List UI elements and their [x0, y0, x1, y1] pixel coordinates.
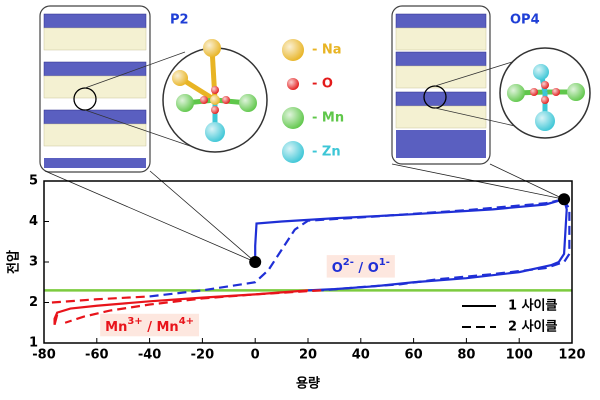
annotation-part: / Mn [143, 319, 179, 334]
legend-label: 1 사이클 [508, 298, 557, 314]
series-line [51, 295, 150, 304]
annotation-part: 3+ [127, 316, 142, 327]
atom-shine [210, 95, 220, 105]
interlayer [395, 65, 487, 89]
atom-shine [176, 94, 194, 112]
structure-illustration: P2 OP4 - Na - O - Mn - Zn [39, 5, 591, 173]
marker-point [249, 256, 262, 268]
zoom-line [434, 61, 513, 87]
atom-label: - Mn [312, 111, 344, 126]
marker-point [558, 193, 571, 206]
y-axis-label: 전압 [6, 250, 22, 274]
annotation: O2- / O1- [332, 257, 390, 276]
legend-label: 2 사이클 [508, 319, 557, 335]
atom-shine [530, 88, 538, 96]
annotation-part: Mn [105, 319, 127, 334]
annotation-part: / O [354, 261, 379, 276]
atom-shine [552, 88, 560, 96]
y-tick-label: 5 [29, 174, 38, 189]
x-tick-label: 40 [352, 348, 370, 363]
x-tick-label: -60 [85, 348, 109, 363]
series-line [254, 197, 568, 292]
octahedra-layer [43, 61, 147, 77]
atom-shine [535, 111, 555, 131]
atom-shine [211, 86, 219, 94]
atom-label: - Zn [312, 145, 341, 160]
x-tick-label: 0 [251, 348, 260, 363]
atom-shine [205, 122, 225, 142]
interlayer [43, 27, 147, 51]
p2-label: P2 [170, 13, 189, 28]
interlayer [43, 123, 147, 147]
atom-shine [200, 96, 208, 104]
interlayer [395, 27, 487, 51]
atom-label: - Na [312, 43, 342, 58]
atom-shine [239, 94, 257, 112]
zoom-line [84, 51, 186, 89]
zoom-line [84, 109, 191, 147]
atom-shine [222, 96, 230, 104]
y-tick-label: 2 [29, 295, 38, 310]
x-tick-label: 100 [506, 348, 533, 363]
annotation-part: 1- [379, 257, 390, 268]
octahedra-layer [396, 130, 486, 158]
octahedra-layer [44, 158, 146, 168]
atom-shine [282, 39, 304, 61]
y-tick-label: 3 [29, 255, 38, 270]
series-line [149, 198, 565, 298]
x-tick-label: -20 [191, 348, 215, 363]
annotation-bg [326, 255, 395, 278]
atom-shine [282, 107, 304, 129]
x-tick-label: 60 [405, 348, 423, 363]
atom-shine [541, 81, 549, 89]
annotation-part: 2- [343, 257, 354, 268]
x-tick-label: -40 [138, 348, 162, 363]
octahedra-layer [395, 13, 487, 29]
connector [44, 170, 256, 263]
atom-shine [567, 83, 585, 101]
interlayer [43, 75, 147, 99]
atom-shine [203, 39, 221, 57]
octahedra-layer [43, 109, 147, 125]
atom-shine [282, 141, 304, 163]
y-tick-label: 4 [29, 214, 38, 229]
annotation-part: 4+ [179, 316, 194, 327]
x-tick-label: -80 [32, 348, 56, 363]
annotation-part: O [332, 261, 343, 276]
atom-shine [211, 106, 219, 114]
atom-shine [507, 84, 525, 102]
octahedra-layer [43, 13, 147, 29]
x-tick-label: 80 [457, 348, 475, 363]
atom-label: - O [312, 77, 333, 92]
x-tick-label: 20 [299, 348, 317, 363]
octahedra-layer [395, 51, 487, 67]
connector [149, 170, 256, 263]
y-tick-label: 1 [29, 336, 38, 351]
zoom-line [434, 107, 516, 127]
annotation-bg [100, 313, 200, 337]
plot-frame [43, 180, 573, 344]
op4-label: OP4 [510, 13, 540, 28]
x-axis-label: 용량 [296, 376, 320, 392]
atom-shine [172, 70, 188, 86]
x-tick-label: 120 [558, 348, 585, 363]
atom-shine [541, 96, 549, 104]
annotation: Mn3+ / Mn4+ [105, 316, 194, 335]
series-line [321, 198, 571, 292]
octahedra-layer [395, 91, 487, 107]
atom-shine [287, 78, 299, 90]
atom-shine [533, 64, 549, 80]
series-line [64, 289, 322, 324]
